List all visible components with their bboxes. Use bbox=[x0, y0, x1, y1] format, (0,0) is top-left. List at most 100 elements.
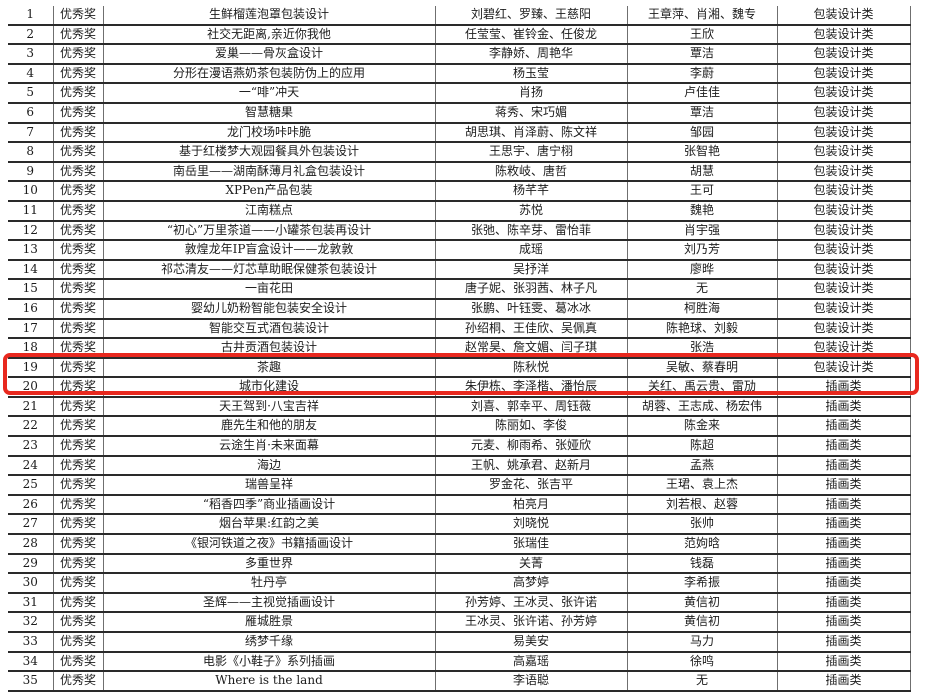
cell-advisors: 柯胜海 bbox=[626, 298, 777, 320]
cell-row-number: 32 bbox=[8, 612, 53, 633]
cell-authors: 朱伊栋、李泽楷、潘怡辰 bbox=[434, 377, 627, 398]
cell-advisors: 胡蓉、王志成、杨宏伟 bbox=[626, 396, 777, 418]
cell-authors: 任莹莹、崔铃金、任俊龙 bbox=[434, 24, 627, 46]
cell-authors: 胡思琪、肖泽蔚、陈文祥 bbox=[434, 122, 627, 144]
cell-advisors: 孟燕 bbox=[626, 455, 777, 477]
cell-award: 优秀奖 bbox=[52, 142, 103, 163]
cell-row-number: 29 bbox=[8, 553, 53, 575]
cell-authors: 张瑞佳 bbox=[434, 534, 627, 555]
cell-advisors: 卢佳佳 bbox=[626, 83, 777, 104]
cell-row-number: 30 bbox=[8, 573, 53, 594]
cell-category: 包装设计类 bbox=[776, 298, 911, 320]
cell-advisors: 张浩 bbox=[626, 338, 777, 359]
cell-advisors: 黄信初 bbox=[626, 612, 777, 633]
cell-category: 插画类 bbox=[776, 377, 911, 398]
table-row: 12 优秀奖 “初心”万里茶道——小罐茶包装再设计 张弛、陈辛芽、雷怡菲 肖宇强… bbox=[8, 220, 911, 242]
cell-category: 包装设计类 bbox=[776, 6, 911, 26]
cell-row-number: 16 bbox=[8, 298, 53, 320]
cell-row-number: 3 bbox=[8, 44, 53, 65]
cell-authors: 肖扬 bbox=[434, 83, 627, 104]
cell-row-number: 8 bbox=[8, 142, 53, 163]
table-row: 32 优秀奖 雁城胜景 王冰灵、张许诺、孙芳婷 黄信初 插画类 bbox=[8, 612, 911, 633]
cell-award: 优秀奖 bbox=[52, 534, 103, 555]
cell-authors: 成瑶 bbox=[434, 240, 627, 261]
cell-category: 插画类 bbox=[776, 436, 911, 457]
cell-category: 插画类 bbox=[776, 494, 911, 516]
cell-category: 包装设计类 bbox=[776, 181, 911, 202]
cell-work-title: 电影《小鞋子》系列插画 bbox=[102, 651, 435, 673]
cell-category: 插画类 bbox=[776, 514, 911, 536]
cell-advisors: 邹园 bbox=[626, 122, 777, 144]
cell-advisors: 张帅 bbox=[626, 514, 777, 536]
cell-category: 包装设计类 bbox=[776, 357, 911, 379]
cell-advisors: 范姁晗 bbox=[626, 534, 777, 555]
cell-work-title: 社交无距离,亲近你我他 bbox=[102, 24, 435, 46]
cell-award: 优秀奖 bbox=[52, 122, 103, 144]
cell-authors: 张鹏、叶钰雯、葛冰冰 bbox=[434, 298, 627, 320]
cell-row-number: 19 bbox=[8, 357, 53, 379]
table-row: 7 优秀奖 龙门校场咔咔脆 胡思琪、肖泽蔚、陈文祥 邹园 包装设计类 bbox=[8, 122, 911, 144]
cell-work-title: 城市化建设 bbox=[102, 377, 435, 398]
cell-authors: 柏亮月 bbox=[434, 494, 627, 516]
cell-work-title: 牡丹亭 bbox=[102, 573, 435, 594]
cell-category: 包装设计类 bbox=[776, 161, 911, 183]
cell-work-title: 江南糕点 bbox=[102, 200, 435, 222]
cell-advisors: 李蔚 bbox=[626, 63, 777, 85]
cell-row-number: 34 bbox=[8, 651, 53, 673]
cell-advisors: 廖晔 bbox=[626, 259, 777, 281]
cell-award: 优秀奖 bbox=[52, 6, 103, 26]
cell-category: 包装设计类 bbox=[776, 83, 911, 104]
cell-advisors: 胡慧 bbox=[626, 161, 777, 183]
cell-award: 优秀奖 bbox=[52, 436, 103, 457]
table-row: 27 优秀奖 烟台苹果:红韵之美 刘晓悦 张帅 插画类 bbox=[8, 514, 911, 536]
cell-row-number: 33 bbox=[8, 632, 53, 653]
cell-row-number: 15 bbox=[8, 279, 53, 300]
cell-authors: 高嘉瑶 bbox=[434, 651, 627, 673]
cell-work-title: “初心”万里茶道——小罐茶包装再设计 bbox=[102, 220, 435, 242]
cell-category: 包装设计类 bbox=[776, 102, 911, 124]
table-row: 15 优秀奖 一亩花田 唐子妮、张羽茜、林子凡 无 包装设计类 bbox=[8, 279, 911, 300]
cell-award: 优秀奖 bbox=[52, 200, 103, 222]
cell-category: 插画类 bbox=[776, 396, 911, 418]
cell-authors: 孙绍桐、王佳欣、吴佩真 bbox=[434, 318, 627, 340]
cell-category: 包装设计类 bbox=[776, 259, 911, 281]
cell-row-number: 10 bbox=[8, 181, 53, 202]
cell-work-title: 茶趣 bbox=[102, 357, 435, 379]
cell-category: 插画类 bbox=[776, 475, 911, 496]
cell-authors: 王帆、姚承君、赵新月 bbox=[434, 455, 627, 477]
table-row: 28 优秀奖 《银河铁道之夜》书籍插画设计 张瑞佳 范姁晗 插画类 bbox=[8, 534, 911, 555]
cell-row-number: 17 bbox=[8, 318, 53, 340]
cell-advisors: 徐鸣 bbox=[626, 651, 777, 673]
table-row: 23 优秀奖 云途生肖·未来面幕 元麦、柳雨希、张娅欣 陈超 插画类 bbox=[8, 436, 911, 457]
cell-work-title: 生鲜榴莲泡罩包装设计 bbox=[102, 6, 435, 26]
cell-row-number: 22 bbox=[8, 416, 53, 438]
table-row: 31 优秀奖 圣辉——主视觉插画设计 孙芳婷、王冰灵、张许诺 黄信初 插画类 bbox=[8, 592, 911, 614]
cell-authors: 陈丽如、李俊 bbox=[434, 416, 627, 438]
cell-row-number: 23 bbox=[8, 436, 53, 457]
cell-row-number: 14 bbox=[8, 259, 53, 281]
cell-award: 优秀奖 bbox=[52, 514, 103, 536]
cell-award: 优秀奖 bbox=[52, 632, 103, 653]
cell-advisors: 陈艳球、刘毅 bbox=[626, 318, 777, 340]
cell-award: 优秀奖 bbox=[52, 416, 103, 438]
cell-work-title: “稻香四季”商业插画设计 bbox=[102, 494, 435, 516]
cell-row-number: 28 bbox=[8, 534, 53, 555]
cell-advisors: 王珺、袁上杰 bbox=[626, 475, 777, 496]
table-row: 13 优秀奖 敦煌龙年IP盲盒设计——龙敦敦 成瑶 刘乃芳 包装设计类 bbox=[8, 240, 911, 261]
cell-work-title: 瑞兽呈祥 bbox=[102, 475, 435, 496]
cell-award: 优秀奖 bbox=[52, 455, 103, 477]
cell-work-title: 南岳里——湖南酥薄月礼盒包装设计 bbox=[102, 161, 435, 183]
cell-award: 优秀奖 bbox=[52, 612, 103, 633]
cell-authors: 唐子妮、张羽茜、林子凡 bbox=[434, 279, 627, 300]
cell-advisors: 陈金来 bbox=[626, 416, 777, 438]
cell-award: 优秀奖 bbox=[52, 24, 103, 46]
cell-award: 优秀奖 bbox=[52, 161, 103, 183]
cell-advisors: 刘乃芳 bbox=[626, 240, 777, 261]
cell-advisors: 李希振 bbox=[626, 573, 777, 594]
cell-authors: 蒋秀、宋巧媚 bbox=[434, 102, 627, 124]
cell-work-title: 多重世界 bbox=[102, 553, 435, 575]
table-row: 5 优秀奖 一“啡”冲天 肖扬 卢佳佳 包装设计类 bbox=[8, 83, 911, 104]
cell-advisors: 钱磊 bbox=[626, 553, 777, 575]
cell-row-number: 26 bbox=[8, 494, 53, 516]
table-row: 21 优秀奖 天王驾到·八宝吉祥 刘喜、郭幸平、周钰薇 胡蓉、王志成、杨宏伟 插… bbox=[8, 396, 911, 418]
